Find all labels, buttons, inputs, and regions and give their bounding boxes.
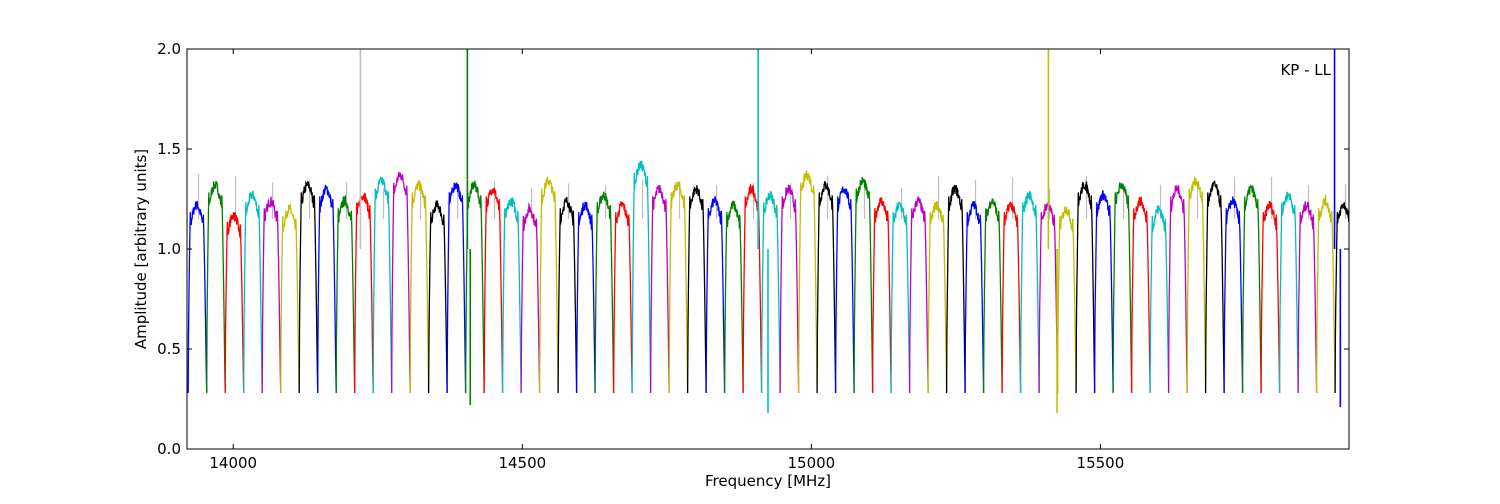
channel-series-line xyxy=(354,191,374,394)
channel-series-line xyxy=(1315,193,1336,394)
channel-series-line xyxy=(760,190,781,394)
chart-annotation: KP - LL xyxy=(1280,61,1331,79)
channel-series-line xyxy=(501,197,522,394)
channel-series-line xyxy=(1001,201,1022,394)
channel-series-line xyxy=(261,196,282,394)
channel-series-line xyxy=(187,200,208,394)
channel-series-line xyxy=(483,187,504,394)
y-tick-label: 0.5 xyxy=(157,340,181,358)
x-tick-label: 15500 xyxy=(1077,454,1125,472)
ticks-layer: 14000 14500 15000 15500 0.0 0.5 1.0 1.5 2.0 xyxy=(157,40,1349,472)
channel-series-line xyxy=(1130,196,1151,394)
channel-series-line xyxy=(612,201,633,394)
x-tick-label: 14500 xyxy=(498,454,546,472)
channel-series-line xyxy=(1334,202,1349,394)
y-tick-label: 1.5 xyxy=(157,140,181,158)
channel-series-line xyxy=(1223,196,1244,394)
channel-series-line xyxy=(1297,201,1318,394)
channel-series-line xyxy=(797,170,818,394)
channel-series-line xyxy=(520,202,541,394)
channel-series-line xyxy=(1241,184,1262,394)
channel-series-line xyxy=(816,180,837,394)
channel-series-line xyxy=(1167,185,1188,394)
y-tick-label: 1.0 xyxy=(157,240,181,258)
channel-series-line xyxy=(575,201,596,394)
channel-series-line xyxy=(335,194,356,394)
channel-series-line xyxy=(391,171,411,394)
y-tick-label: 2.0 xyxy=(157,40,181,58)
channel-series-line xyxy=(927,201,948,394)
channel-series-line xyxy=(631,160,652,394)
channel-series-line xyxy=(557,196,578,394)
x-tick-label: 14000 xyxy=(209,454,257,472)
x-tick-label: 15000 xyxy=(787,454,835,472)
channel-series-line xyxy=(1149,205,1170,394)
channel-series-line xyxy=(964,200,985,394)
channel-series-line xyxy=(1056,206,1077,394)
y-axis-label: Amplitude [arbitrary units] xyxy=(132,149,150,349)
channel-series-line xyxy=(1019,190,1040,394)
channel-series-line xyxy=(1075,180,1096,394)
channel-series-line xyxy=(280,202,300,394)
channel-series-line xyxy=(723,200,744,394)
channel-series-line xyxy=(649,184,670,394)
channel-series-line xyxy=(317,184,337,394)
channel-series-line xyxy=(298,180,319,394)
channel-series-line xyxy=(538,176,559,394)
channel-series-line xyxy=(372,176,393,394)
channel-series-line xyxy=(594,191,615,394)
channel-series-line xyxy=(464,180,485,394)
channel-series-line xyxy=(982,198,1003,394)
channel-series-line xyxy=(1204,180,1225,394)
channel-series-line xyxy=(243,190,263,394)
channel-series-line xyxy=(668,181,689,394)
channel-series-line xyxy=(1093,190,1114,394)
channel-series-line xyxy=(409,180,430,394)
channel-series-line xyxy=(224,212,245,394)
x-axis-label: Frequency [MHz] xyxy=(705,472,831,490)
channel-series-line xyxy=(779,184,800,394)
y-tick-label: 0.0 xyxy=(157,440,181,458)
channel-series-line xyxy=(890,201,911,394)
channel-series-line xyxy=(945,184,966,394)
channel-series-line xyxy=(1278,191,1299,394)
channel-series-line xyxy=(871,196,892,394)
channel-series-line xyxy=(446,182,467,394)
channel-series-line xyxy=(1260,200,1281,394)
channel-series-line xyxy=(853,176,874,394)
channel-series-line xyxy=(908,195,929,394)
channel-series-line xyxy=(705,196,726,394)
series-layer xyxy=(187,49,1349,413)
channel-series-line xyxy=(1112,182,1133,394)
channel-series-line xyxy=(1186,176,1207,394)
channel-series-line xyxy=(206,180,226,394)
channel-series-line xyxy=(427,200,448,394)
channel-series-line xyxy=(834,186,855,394)
channel-series-line xyxy=(686,185,707,394)
